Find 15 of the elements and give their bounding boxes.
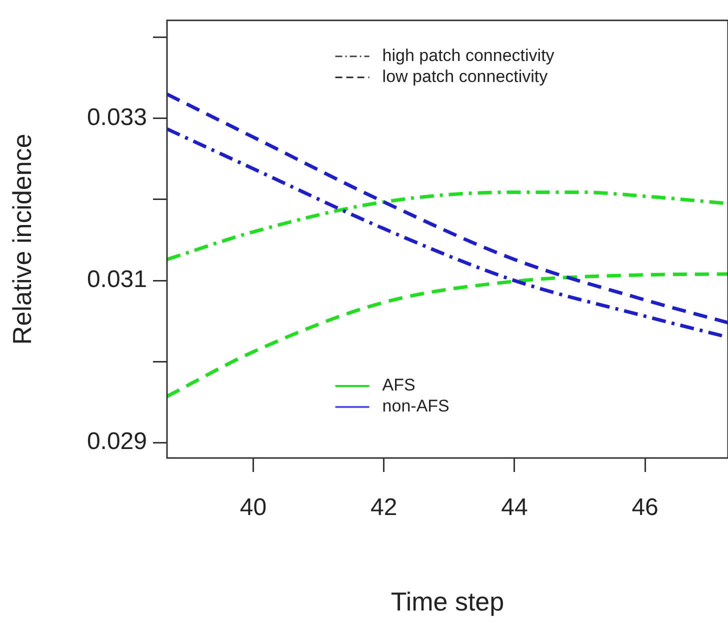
x-tick-label: 42 <box>370 494 398 522</box>
y-tick-label: 0.031 <box>86 266 147 294</box>
x-tick-label: 40 <box>240 494 267 522</box>
y-tick-label: 0.029 <box>86 428 147 456</box>
line-series <box>167 272 728 398</box>
legend-label: low patch connectivity <box>382 67 548 86</box>
x-axis-title: Time step <box>390 586 504 617</box>
legend-label: AFS <box>382 376 416 395</box>
x-tick-label: 46 <box>632 494 658 522</box>
x-tick-label: 44 <box>501 494 528 522</box>
line-series <box>167 92 728 324</box>
legend-label: high patch connectivity <box>382 46 555 66</box>
y-tick-label: 0.033 <box>86 104 147 132</box>
y-axis-title: Relative incidence <box>6 134 37 345</box>
legend-label: non-AFS <box>382 396 450 416</box>
